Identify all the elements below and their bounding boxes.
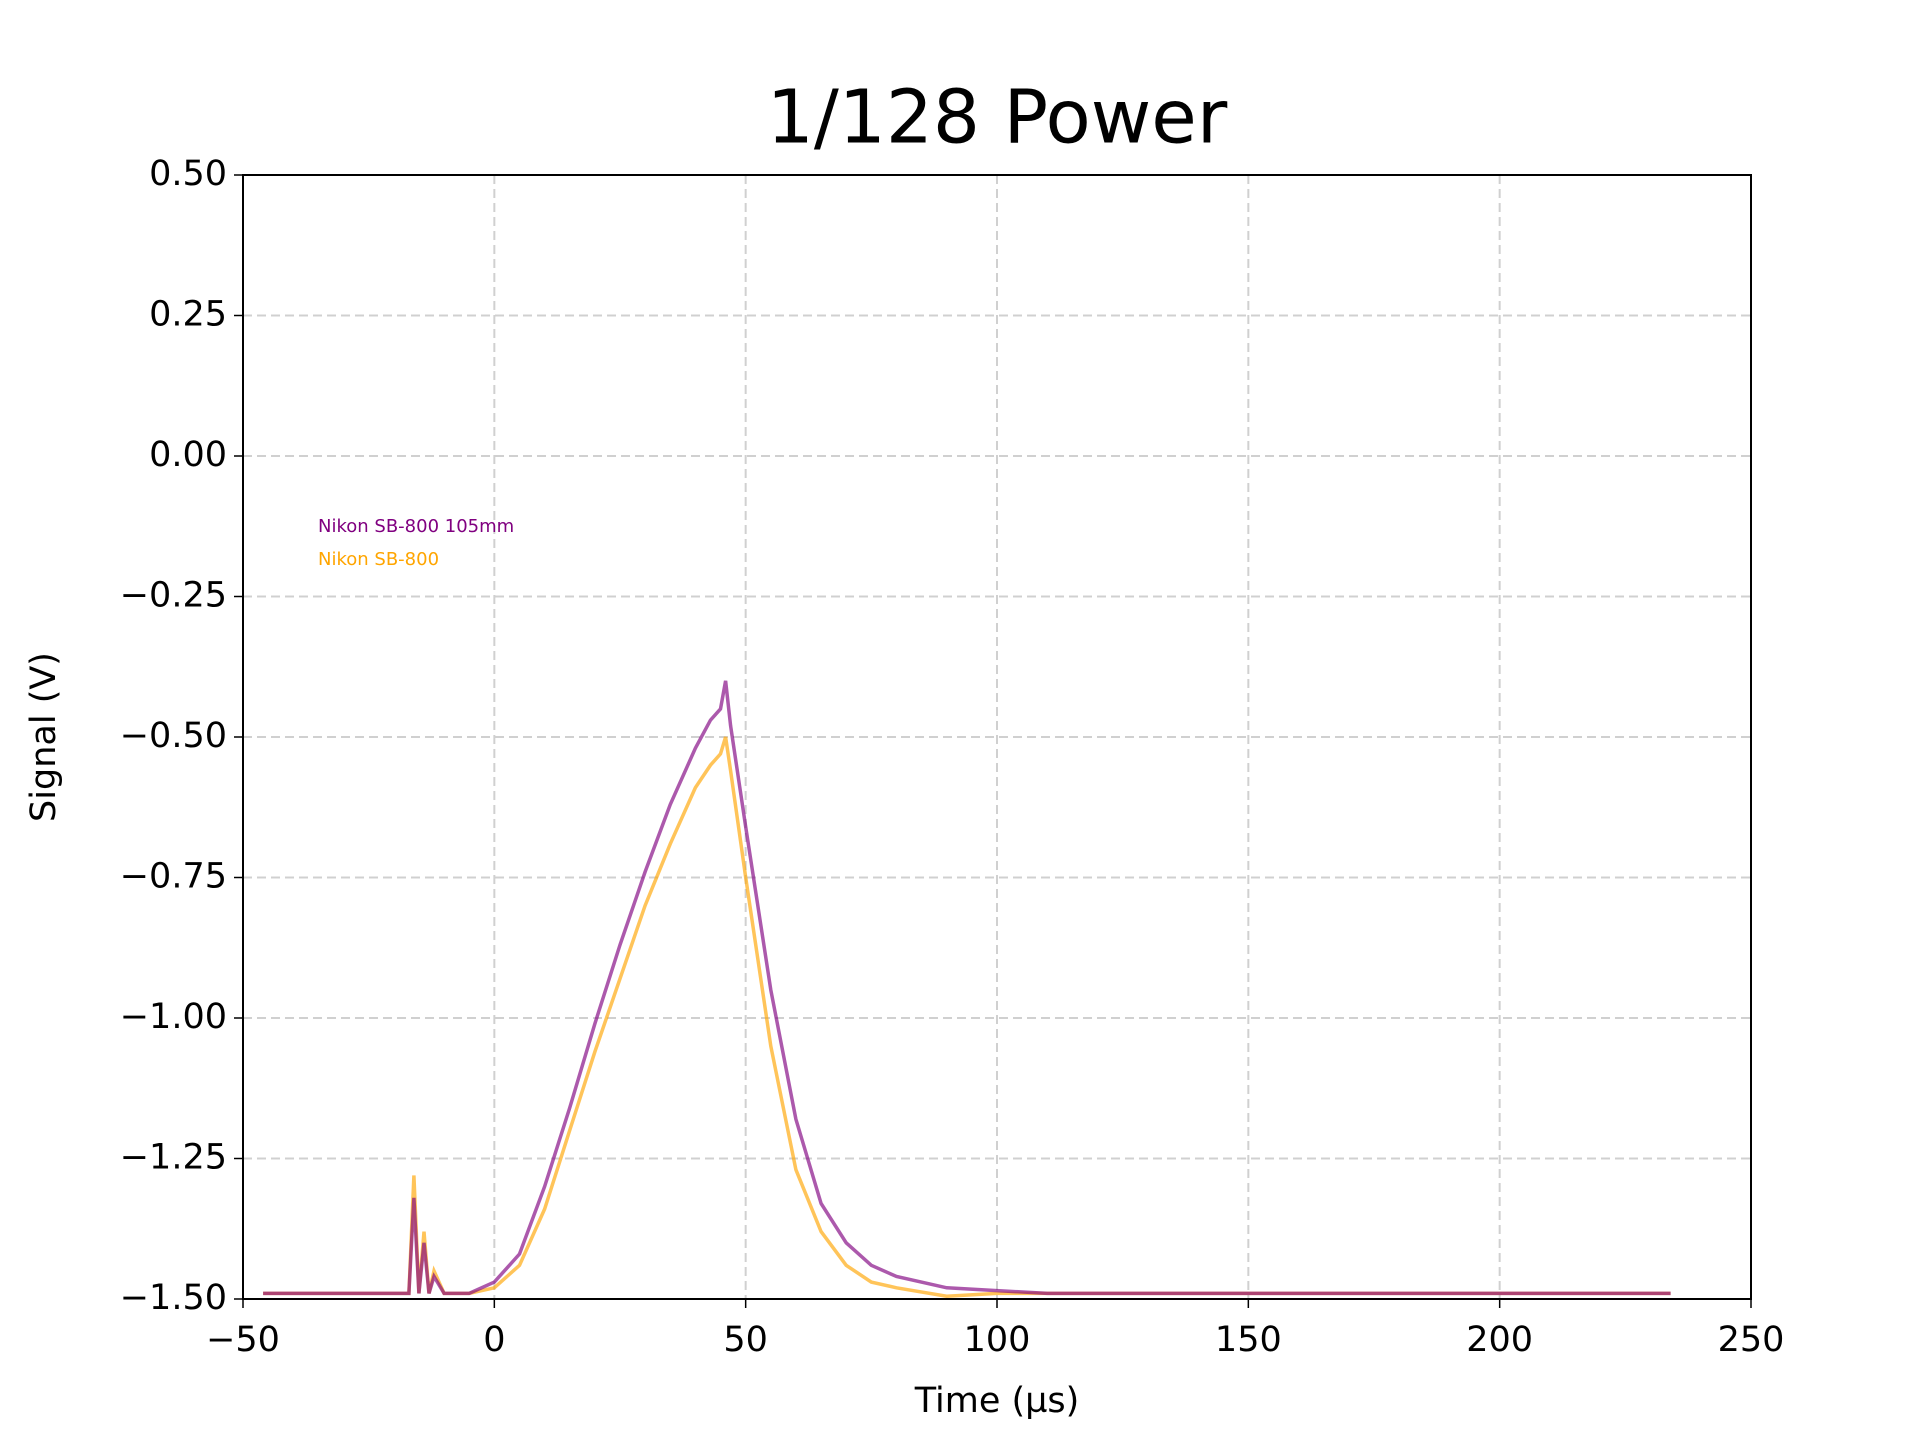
y-tick-label: −1.00 — [120, 997, 227, 1037]
legend-entry: Nikon SB-800 — [318, 549, 439, 570]
x-tick-label: 250 — [1718, 1320, 1785, 1360]
series-line — [263, 680, 1671, 1296]
y-tick-label: 0.25 — [149, 295, 227, 335]
y-tick-label: −0.25 — [120, 576, 227, 616]
chart-title: 1/128 Power — [767, 75, 1228, 161]
y-axis-label: Signal (V) — [24, 652, 64, 822]
x-tick-label: 0 — [483, 1320, 505, 1360]
x-tick-label: 100 — [964, 1320, 1031, 1360]
y-tick-label: −1.25 — [120, 1138, 227, 1178]
y-tick-label: 0.00 — [149, 435, 227, 475]
x-tick-label: 200 — [1466, 1320, 1533, 1360]
plot-frame — [242, 174, 1752, 1300]
y-tick-label: 0.50 — [149, 154, 227, 194]
x-axis-label: Time (µs) — [914, 1381, 1080, 1421]
y-tick-label: −1.50 — [120, 1278, 227, 1318]
y-tick-label: −0.75 — [120, 857, 227, 897]
x-tick-label: 50 — [723, 1320, 768, 1360]
legend-entry: Nikon SB-800 105mm — [318, 516, 514, 537]
y-tick-label: −0.50 — [120, 716, 227, 756]
series-line — [263, 736, 1671, 1298]
x-tick-label: 150 — [1215, 1320, 1282, 1360]
x-tick-label: −50 — [206, 1320, 280, 1360]
